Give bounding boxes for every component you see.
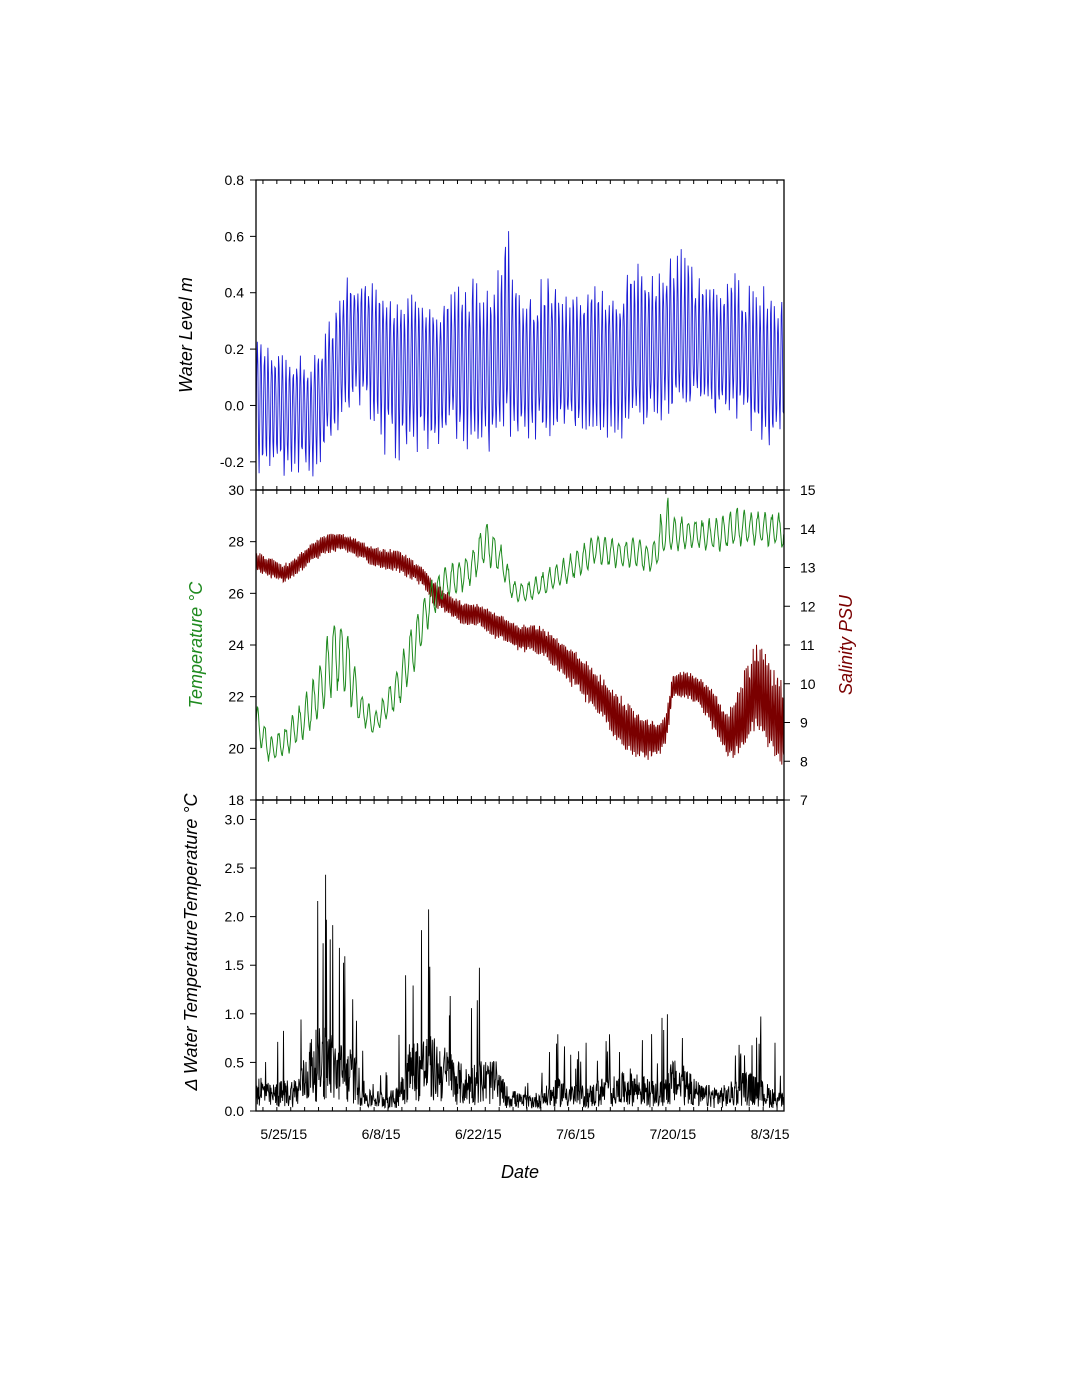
- water-level-x-ticks: [262, 180, 778, 490]
- water-level-tick-label: 0.4: [225, 285, 245, 301]
- salinity-axis-title: Salinity PSU: [836, 594, 856, 695]
- temperature-tick-label: 30: [228, 482, 244, 498]
- water-level-tick-label: 0.8: [225, 172, 245, 188]
- x-tick-label: 6/22/15: [455, 1126, 502, 1142]
- delta-temperature-tick-label: 0.0: [225, 1103, 245, 1119]
- delta-temperature-axis-title: Δ Water TemperatureTemperature °C: [181, 792, 201, 1091]
- delta-temperature-tick-label: 2.0: [225, 909, 245, 925]
- temperature-tick-label: 20: [228, 740, 244, 756]
- temperature-tick-label: 26: [228, 585, 244, 601]
- delta-temperature-series: [255, 874, 785, 1110]
- delta-temperature-y-axis: 0.0 0.5 1.0 1.5 2.0 2.5 3.0: [225, 811, 256, 1119]
- temperature-tick-label: 22: [228, 689, 244, 705]
- delta-temperature-tick-label: 3.0: [225, 811, 245, 827]
- temperature-salinity-x-ticks: [262, 490, 778, 800]
- salinity-tick-label: 13: [800, 560, 816, 576]
- delta-temperature-tick-label: 0.5: [225, 1054, 245, 1070]
- salinity-tick-label: 15: [800, 482, 816, 498]
- x-axis-title: Date: [501, 1162, 539, 1182]
- temperature-tick-label: 28: [228, 534, 244, 550]
- salinity-tick-label: 7: [800, 792, 808, 808]
- water-level-series: [255, 231, 785, 477]
- salinity-tick-label: 9: [800, 715, 808, 731]
- water-level-tick-label: 0.2: [225, 341, 245, 357]
- delta-temperature-plot-frame: [255, 799, 785, 1112]
- panel-delta-temperature: 0.0 0.5 1.0 1.5 2.0 2.5 3.0 5/25/15 6/8/15 6/22/…: [181, 792, 790, 1182]
- temperature-tick-label: 18: [228, 792, 244, 808]
- salinity-y-axis: 7 8 9 10 11 12 13 14 15: [784, 482, 816, 808]
- temperature-tick-label: 24: [228, 637, 244, 653]
- x-tick-label: 5/25/15: [260, 1126, 307, 1142]
- salinity-tick-label: 14: [800, 521, 816, 537]
- x-tick-label: 8/3/15: [751, 1126, 790, 1142]
- salinity-tick-label: 11: [800, 637, 815, 653]
- x-tick-label: 7/20/15: [649, 1126, 696, 1142]
- salinity-tick-label: 8: [800, 753, 808, 769]
- delta-temperature-tick-label: 2.5: [225, 860, 245, 876]
- temperature-axis-title: Temperature °C: [186, 581, 206, 709]
- water-level-tick-label: -0.2: [220, 454, 244, 470]
- salinity-tick-label: 10: [800, 676, 816, 692]
- panel-temperature-salinity: 18 20 22 24 26 28 30 7 8 9 10 11 12 13 14 15 Temperatu…: [186, 482, 856, 808]
- salinity-series: [255, 533, 785, 765]
- salinity-tick-label: 12: [800, 598, 816, 614]
- x-tick-label: 6/8/15: [362, 1126, 401, 1142]
- delta-temperature-tick-label: 1.0: [225, 1006, 245, 1022]
- water-level-tick-label: 0.6: [225, 228, 245, 244]
- temperature-y-axis: 18 20 22 24 26 28 30: [228, 482, 256, 808]
- delta-temperature-tick-label: 1.5: [225, 957, 245, 973]
- water-level-y-axis: -0.2 0.0 0.2 0.4 0.6 0.8: [220, 172, 256, 470]
- water-level-axis-title: Water Level m: [176, 277, 196, 393]
- x-tick-label: 7/6/15: [556, 1126, 595, 1142]
- temperature-series: [255, 497, 785, 762]
- water-level-tick-label: 0.0: [225, 397, 245, 413]
- delta-temperature-x-axis: 5/25/15 6/8/15 6/22/15 7/6/15 7/20/15 8/3/15: [260, 800, 790, 1142]
